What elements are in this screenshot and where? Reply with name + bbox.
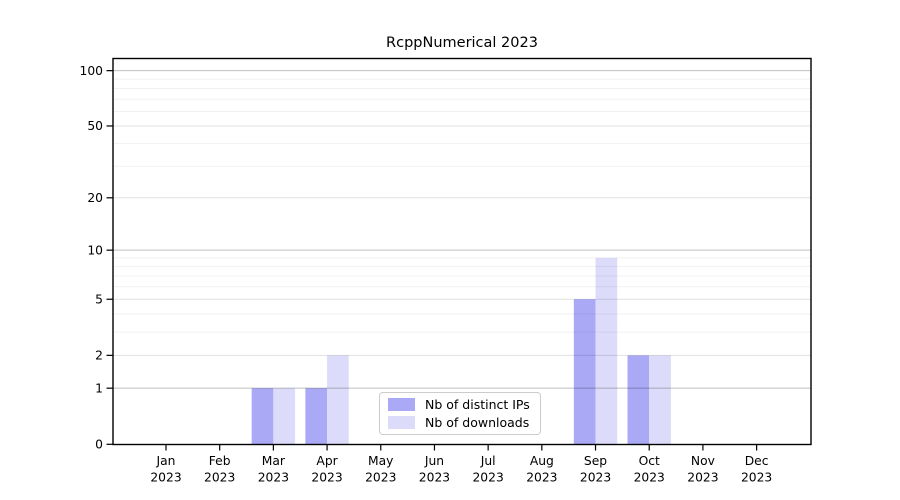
svg-text:2023: 2023 [150, 471, 181, 485]
svg-text:2023: 2023 [419, 471, 450, 485]
legend-swatch-distinct-ips [388, 398, 415, 411]
svg-text:0: 0 [95, 438, 103, 452]
svg-text:Aug: Aug [530, 454, 554, 468]
svg-text:Oct: Oct [639, 454, 660, 468]
svg-text:Jan: Jan [156, 454, 176, 468]
svg-text:2023: 2023 [687, 471, 718, 485]
legend-label-distinct-ips: Nb of distinct IPs [425, 397, 530, 412]
svg-text:2023: 2023 [634, 471, 665, 485]
chart-title: RcppNumerical 2023 [386, 35, 538, 51]
svg-text:Dec: Dec [745, 454, 769, 468]
legend-item-distinct-ips: Nb of distinct IPs [388, 397, 540, 412]
svg-text:5: 5 [95, 292, 103, 306]
svg-text:Nov: Nov [691, 454, 715, 468]
svg-text:20: 20 [87, 191, 103, 205]
svg-text:2023: 2023 [204, 471, 235, 485]
svg-text:50: 50 [87, 119, 103, 133]
svg-text:Mar: Mar [262, 454, 286, 468]
svg-text:2023: 2023 [365, 471, 396, 485]
legend-swatch-downloads [388, 416, 415, 429]
svg-text:May: May [368, 454, 393, 468]
legend: Nb of distinct IPs Nb of downloads [379, 392, 541, 435]
svg-text:2: 2 [95, 349, 103, 363]
svg-text:1: 1 [95, 381, 103, 395]
svg-text:Apr: Apr [316, 454, 338, 468]
svg-text:100: 100 [80, 64, 103, 78]
svg-text:Feb: Feb [209, 454, 231, 468]
svg-text:Jun: Jun [424, 454, 444, 468]
svg-text:2023: 2023 [741, 471, 772, 485]
svg-text:Sep: Sep [584, 454, 607, 468]
legend-label-downloads: Nb of downloads [425, 415, 530, 430]
svg-text:2023: 2023 [311, 471, 342, 485]
svg-text:2023: 2023 [472, 471, 503, 485]
svg-text:2023: 2023 [580, 471, 611, 485]
svg-text:Jul: Jul [480, 454, 496, 468]
svg-text:2023: 2023 [258, 471, 289, 485]
legend-item-downloads: Nb of downloads [388, 415, 540, 430]
svg-text:10: 10 [87, 243, 103, 257]
svg-text:2023: 2023 [526, 471, 557, 485]
